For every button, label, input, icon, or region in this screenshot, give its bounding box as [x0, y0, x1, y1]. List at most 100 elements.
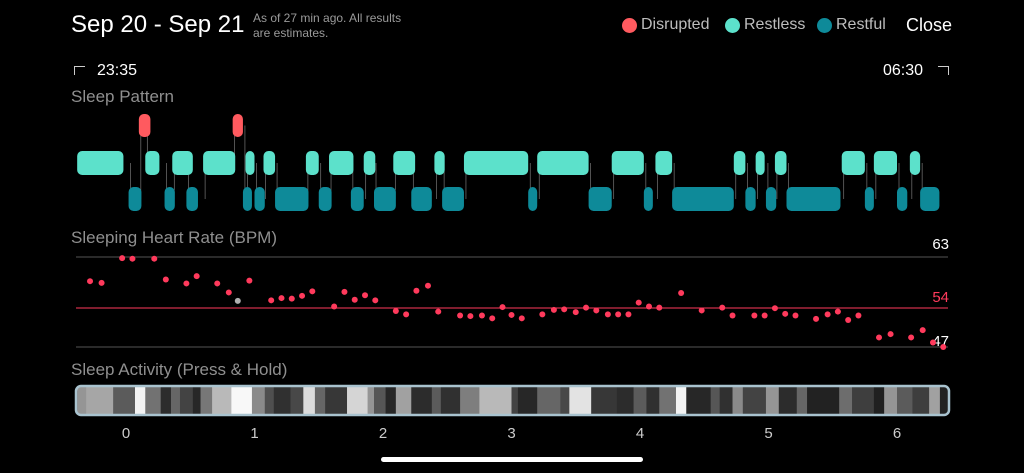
hr-point — [729, 312, 736, 319]
heart-rate-chart: 63 54 47 — [76, 236, 949, 350]
activity-bin — [719, 386, 734, 415]
hr-point — [278, 295, 285, 302]
pattern-segment-restless — [733, 151, 746, 175]
pattern-segment-restless — [363, 151, 376, 175]
hr-point — [508, 311, 515, 318]
activity-bin — [686, 386, 712, 415]
activity-bin — [145, 386, 162, 415]
hr-point — [855, 312, 862, 319]
hr-point — [372, 297, 379, 304]
restful-dot-icon — [817, 17, 832, 33]
hr-point — [761, 312, 768, 319]
activity-bin — [411, 386, 433, 415]
hr-point — [214, 280, 221, 287]
activity-bin — [675, 386, 687, 415]
hr-point — [625, 311, 632, 318]
activity-bin — [742, 386, 767, 415]
activity-bin — [616, 386, 635, 415]
hr-point — [845, 317, 852, 323]
hr-point — [550, 306, 557, 313]
pattern-segment-restless — [774, 151, 787, 175]
hr-point — [489, 315, 496, 322]
activity-bin — [385, 386, 397, 415]
activity-bin — [633, 386, 647, 415]
pattern-segment-restless — [755, 151, 765, 175]
x-tick-label: 0 — [122, 425, 130, 442]
activity-bin — [537, 386, 561, 415]
pattern-segment-restless — [611, 151, 644, 175]
hr-point — [98, 279, 105, 286]
pattern-segment-restless — [537, 151, 589, 175]
activity-bin — [273, 386, 291, 415]
sleep-activity-chart[interactable] — [74, 384, 951, 417]
hr-point — [341, 288, 348, 295]
activity-bin — [347, 386, 369, 415]
activity-bin — [659, 386, 677, 415]
activity-bin — [264, 386, 275, 415]
close-button[interactable]: Close — [906, 15, 953, 35]
activity-bin — [325, 386, 348, 415]
pattern-segment-restful — [442, 187, 464, 211]
activity-bin — [440, 386, 461, 415]
activity-bin — [303, 386, 316, 415]
pattern-segment-restful — [588, 187, 612, 211]
pattern-segment-restful — [528, 187, 538, 211]
estimate-note-line2: are estimates. — [253, 26, 329, 40]
start-bracket-icon — [74, 66, 85, 75]
activity-bin — [511, 386, 519, 415]
hr-point — [678, 290, 685, 296]
hr-point — [193, 273, 200, 280]
activity-frame[interactable] — [74, 384, 951, 417]
hr-point — [645, 303, 652, 310]
pattern-segment-restful — [643, 187, 653, 211]
pattern-segment-restless — [393, 151, 416, 175]
hr-point — [583, 304, 590, 311]
pattern-segment-restful — [672, 187, 734, 211]
hr-point — [751, 312, 758, 319]
activity-bin — [839, 386, 853, 415]
activity-bin — [431, 386, 442, 415]
x-tick-label: 4 — [636, 425, 644, 442]
activity-bin — [852, 386, 875, 415]
activity-bin — [113, 386, 136, 415]
hr-point — [940, 344, 947, 350]
hr-point — [288, 295, 295, 302]
activity-bin — [796, 386, 808, 415]
hr-point — [792, 312, 799, 319]
pattern-segment-restless — [263, 151, 276, 175]
end-bracket-icon — [938, 66, 949, 75]
pattern-segment-restful — [242, 187, 252, 211]
hr-point-selected — [234, 297, 241, 304]
pattern-segment-disrupted — [232, 114, 243, 137]
hr-point — [518, 315, 525, 322]
home-indicator[interactable] — [381, 457, 643, 462]
hr-point — [225, 289, 232, 296]
pattern-segment-restless — [77, 151, 124, 175]
start-time: 23:35 — [97, 62, 138, 79]
pattern-segment-restless — [463, 151, 529, 175]
end-time: 06:30 — [883, 62, 924, 79]
estimate-note-line1: As of 27 min ago. All results — [253, 11, 402, 25]
activity-bin — [479, 386, 512, 415]
hr-point — [299, 292, 306, 299]
hr-point — [351, 296, 358, 303]
legend-restful: Restful — [817, 16, 886, 34]
hr-point — [771, 305, 778, 312]
x-axis: 0 1 2 3 4 5 6 — [122, 425, 901, 442]
pattern-segment-restful — [374, 187, 396, 211]
hr-point — [656, 304, 663, 311]
hr-point — [424, 282, 431, 289]
hr-point — [604, 311, 611, 318]
activity-bin — [873, 386, 885, 415]
activity-bin — [170, 386, 181, 415]
activity-bin — [86, 386, 114, 415]
hr-point — [572, 309, 579, 316]
hr-max-label: 63 — [932, 236, 949, 253]
hr-point — [698, 307, 705, 314]
hr-point — [129, 255, 136, 262]
hr-point — [467, 313, 474, 320]
hr-point — [719, 304, 726, 311]
activity-bin — [897, 386, 913, 415]
activity-bin — [231, 386, 253, 415]
hr-point — [615, 311, 622, 318]
